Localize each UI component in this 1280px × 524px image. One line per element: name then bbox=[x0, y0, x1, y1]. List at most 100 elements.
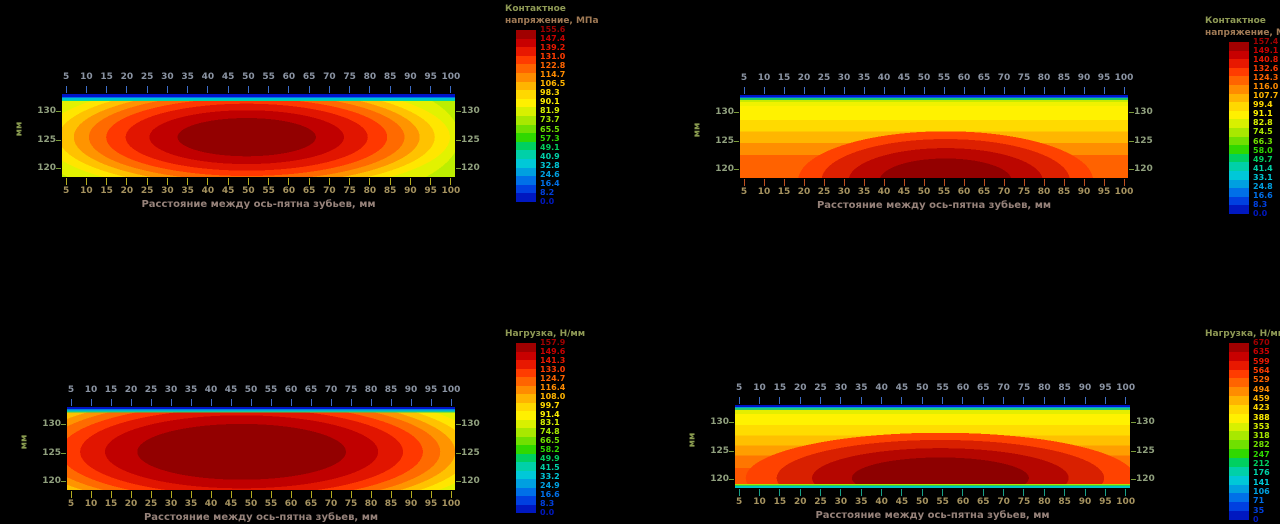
tick-mark bbox=[993, 397, 1014, 404]
tick-label: 50 bbox=[244, 499, 258, 509]
tick-label: 100 bbox=[1114, 187, 1134, 197]
tick-mark bbox=[1095, 489, 1116, 496]
tick-mark bbox=[380, 86, 401, 93]
tick-mark bbox=[116, 86, 137, 93]
tick-mark bbox=[278, 178, 299, 185]
colorbar-top-right: Контактное напряжение, МПа 157.4149.1140… bbox=[1205, 15, 1280, 217]
tick-mark bbox=[769, 397, 791, 404]
colorbar-label: 91.1 bbox=[1253, 109, 1273, 119]
tick-mark bbox=[319, 178, 340, 185]
tick-mark bbox=[754, 87, 774, 94]
tick-mark bbox=[161, 399, 181, 406]
tick-mark bbox=[456, 480, 461, 482]
tick-mark bbox=[1095, 397, 1116, 404]
tick-label: 35 bbox=[184, 385, 198, 395]
tick-mark bbox=[1129, 140, 1134, 142]
tick-mark bbox=[729, 478, 734, 480]
colorbar-label: 16.6 bbox=[540, 489, 560, 499]
colorbar-band bbox=[1229, 67, 1249, 77]
colorbar-label: 91.4 bbox=[540, 409, 560, 419]
colorbar-band bbox=[1229, 360, 1249, 370]
tick-mark bbox=[734, 112, 739, 114]
y-axis-left-labels: 130 125 120 bbox=[708, 95, 734, 178]
tick-mark bbox=[894, 179, 914, 186]
colorbar-band bbox=[516, 470, 536, 479]
colorbar-band bbox=[516, 487, 536, 496]
tick-mark bbox=[794, 179, 814, 186]
tick-mark bbox=[1115, 489, 1136, 496]
colorbar-band bbox=[1229, 466, 1249, 476]
colorbar-label: 318 bbox=[1253, 431, 1270, 441]
tick-label: 30 bbox=[837, 73, 851, 83]
tick-mark bbox=[137, 178, 158, 185]
tick-label: 95 bbox=[424, 72, 437, 82]
colorbar-label: 122.8 bbox=[540, 61, 566, 71]
colorbar-label: 599 bbox=[1253, 356, 1270, 366]
tick-mark bbox=[1129, 168, 1134, 170]
colorbar-title-line2: напряжение, МПа bbox=[1205, 28, 1280, 38]
tick-label: 15 bbox=[104, 499, 118, 509]
colorbar-title-line2: напряжение, МПа bbox=[505, 16, 599, 26]
tick-mark bbox=[810, 397, 831, 404]
colorbar-band bbox=[1229, 84, 1249, 94]
tick-mark bbox=[456, 111, 461, 113]
tick-label: 30 bbox=[834, 383, 848, 393]
heatmap-area bbox=[729, 405, 1136, 488]
tick-mark bbox=[456, 424, 461, 426]
tick-mark bbox=[101, 491, 121, 498]
tick-label: 85 bbox=[1058, 383, 1071, 393]
tick-mark bbox=[301, 399, 321, 406]
tick-label: 80 bbox=[364, 385, 378, 395]
tick-label: 100 bbox=[441, 499, 461, 509]
colorbar-label: 33.2 bbox=[540, 472, 560, 482]
tick-label: 130 bbox=[1136, 417, 1155, 428]
y-axis-title: мм bbox=[14, 121, 25, 137]
contour-field bbox=[67, 407, 455, 490]
tick-label: 30 bbox=[164, 499, 178, 509]
tick-label: 75 bbox=[343, 186, 356, 196]
tick-label: 130 bbox=[37, 106, 56, 117]
tick-mark bbox=[874, 179, 894, 186]
colorbar-body: 157.9 149.6 141.3 133.0 124.7 116.4 108.0 99.7 9… bbox=[516, 339, 565, 516]
colorbar-band bbox=[1229, 179, 1249, 189]
tick-label: 50 bbox=[917, 187, 931, 197]
tick-label: 95 bbox=[424, 385, 438, 395]
tick-label: 20 bbox=[120, 72, 134, 82]
tick-mark bbox=[56, 139, 61, 141]
colorbar-band bbox=[1229, 127, 1249, 137]
tick-mark bbox=[854, 87, 874, 94]
tick-label: 10 bbox=[84, 385, 98, 395]
colorbar-label: 157.4 bbox=[1253, 37, 1279, 46]
colorbar-label: 124.3 bbox=[1253, 73, 1279, 83]
y-axis-title: мм bbox=[687, 432, 698, 448]
tick-label: 75 bbox=[1017, 383, 1031, 393]
tick-mark bbox=[61, 491, 81, 498]
colorbar-band bbox=[516, 124, 536, 134]
colorbar-label: 141 bbox=[1253, 477, 1270, 487]
heatmap-area bbox=[56, 94, 461, 177]
tick-mark bbox=[197, 178, 218, 185]
tick-mark bbox=[871, 489, 892, 496]
colorbar-title-line1: Нагрузка, Н/мм bbox=[505, 329, 586, 339]
tick-label: 50 bbox=[917, 73, 931, 83]
tick-label: 35 bbox=[857, 73, 871, 83]
colorbar-label: 635 bbox=[1253, 347, 1270, 357]
tick-label: 40 bbox=[877, 73, 891, 83]
colorbar-label: 353 bbox=[1253, 421, 1270, 431]
colorbar-label: 140.8 bbox=[1253, 55, 1279, 65]
colorbar-label: 108.0 bbox=[540, 391, 566, 401]
tick-mark bbox=[421, 399, 441, 406]
colorbar-title-line1: Контактное bbox=[1205, 16, 1266, 26]
tick-label: 120 bbox=[42, 475, 61, 486]
tick-mark bbox=[734, 140, 739, 142]
tick-mark bbox=[1074, 87, 1094, 94]
colorbar-label: 212 bbox=[1253, 459, 1270, 469]
tick-mark bbox=[974, 87, 994, 94]
tick-label: 70 bbox=[324, 499, 338, 509]
tick-mark bbox=[1074, 489, 1096, 496]
tick-mark bbox=[278, 86, 299, 93]
x-axis-top-ticks bbox=[56, 86, 461, 93]
colorbar-bottom-right: Нагрузка, Н/мм 670 635 599 564 529 494 459 423 3… bbox=[1205, 328, 1280, 523]
tick-mark bbox=[1014, 179, 1034, 186]
tick-label: 25 bbox=[814, 383, 827, 393]
